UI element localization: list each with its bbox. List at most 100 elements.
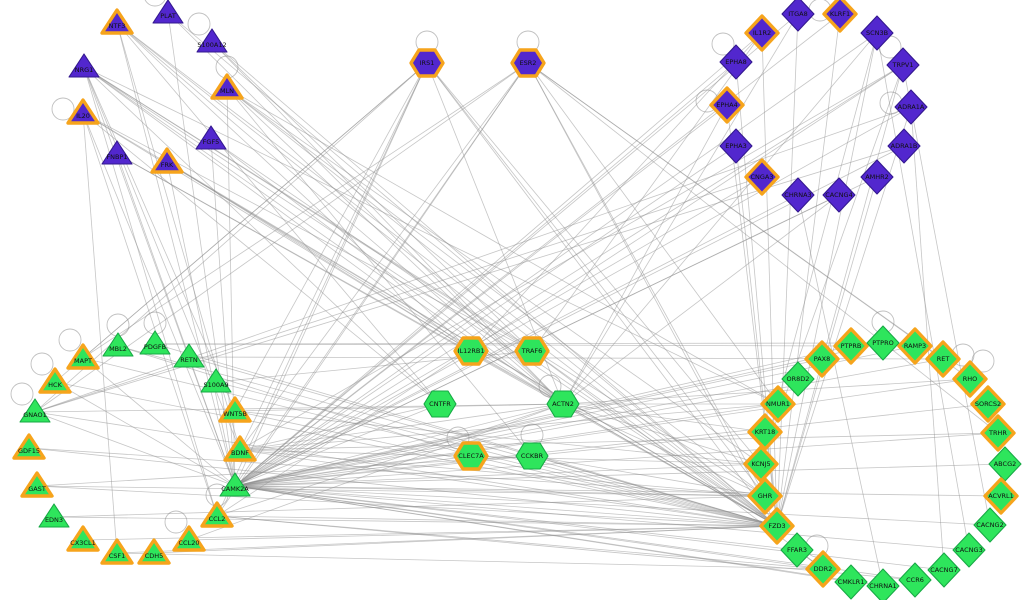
- edge: [226, 87, 762, 465]
- node-fnbp1[interactable]: FNBP1: [101, 140, 133, 165]
- triangle-node-shape: [20, 471, 54, 498]
- node-mln[interactable]: MLN: [210, 73, 244, 100]
- node-il12rb1[interactable]: IL12RB1: [453, 336, 489, 366]
- diamond-node-shape: [744, 14, 780, 52]
- edge: [776, 13, 841, 527]
- edge: [34, 411, 236, 487]
- diamond-node-shape: [781, 0, 815, 32]
- edge: [34, 411, 778, 527]
- node-klrf1[interactable]: KLRF1: [822, 0, 858, 33]
- node-cacng7[interactable]: CACNG7: [927, 552, 961, 588]
- node-ntf3[interactable]: NTF3: [100, 8, 134, 35]
- node-plat[interactable]: PLAT: [152, 0, 184, 24]
- node-abcg2[interactable]: ABCG2: [988, 446, 1022, 482]
- node-hck[interactable]: HCK: [38, 367, 72, 394]
- node-s100a9[interactable]: S100A9: [200, 368, 232, 393]
- edge: [166, 161, 236, 487]
- hexagon-node-shape: [514, 336, 550, 366]
- node-rho[interactable]: RHO: [952, 360, 988, 398]
- diamond-node-shape: [834, 564, 868, 600]
- edge: [234, 432, 999, 487]
- edge: [226, 87, 533, 457]
- edge: [216, 62, 428, 517]
- edge: [216, 403, 564, 517]
- edge: [54, 381, 778, 527]
- node-ccl20[interactable]: CCL20: [172, 525, 206, 552]
- node-adra1a[interactable]: ADRA1A: [894, 89, 928, 125]
- edge: [797, 194, 884, 587]
- node-esr2[interactable]: ESR2: [510, 48, 546, 78]
- node-mapt[interactable]: MAPT: [66, 343, 100, 370]
- node-cx3cl1[interactable]: CX3CL1: [66, 525, 100, 552]
- edge: [54, 381, 236, 487]
- node-cacng4[interactable]: CACNG4: [822, 177, 856, 213]
- triangle-node-shape: [218, 396, 252, 423]
- edge: [239, 449, 766, 497]
- node-trpv1[interactable]: TRPV1: [886, 47, 920, 83]
- edge: [116, 153, 564, 405]
- triangle-node-shape: [19, 398, 51, 423]
- node-adra1b[interactable]: ADRA1B: [887, 128, 921, 164]
- node-edn3[interactable]: EDN3: [38, 503, 70, 528]
- edge: [234, 485, 916, 581]
- hexagon-node-shape: [409, 48, 445, 78]
- edge: [239, 403, 441, 451]
- triangle-node-shape: [66, 98, 100, 125]
- triangle-node-shape: [38, 367, 72, 394]
- edge: [234, 403, 779, 487]
- node-epha3[interactable]: EPHA3: [719, 128, 753, 164]
- triangle-node-shape: [139, 330, 171, 355]
- edge: [234, 485, 884, 587]
- edge: [527, 62, 779, 405]
- edge: [426, 62, 778, 527]
- edge: [116, 22, 441, 405]
- edge: [28, 447, 778, 527]
- node-irs1[interactable]: IRS1: [409, 48, 445, 78]
- self-loop-edge: [144, 0, 166, 7]
- node-s100a12[interactable]: S100A12: [196, 28, 228, 53]
- node-ccl2[interactable]: CCL2: [200, 501, 234, 528]
- triangle-node-shape: [223, 435, 257, 462]
- diamond-node-shape: [860, 15, 894, 51]
- node-itga8[interactable]: ITGA8: [781, 0, 815, 32]
- self-loop-edge: [51, 97, 75, 121]
- node-fgf5[interactable]: FGF5: [195, 125, 227, 150]
- edge: [226, 87, 766, 497]
- edge: [527, 62, 766, 497]
- node-traf6[interactable]: TRAF6: [514, 336, 550, 366]
- node-gdf15[interactable]: GDF15: [12, 433, 46, 460]
- node-gast[interactable]: GAST: [20, 471, 54, 498]
- edge: [34, 176, 763, 413]
- node-ptprb[interactable]: PTPRB: [833, 327, 869, 365]
- node-nrg1[interactable]: NRG1: [68, 53, 100, 78]
- edge: [234, 410, 778, 527]
- edge: [876, 32, 970, 551]
- diamond-node-shape: [747, 477, 783, 515]
- node-chrna3[interactable]: CHRNA3: [781, 177, 815, 213]
- node-mbl2[interactable]: MBL2: [102, 332, 134, 357]
- edge: [234, 455, 472, 487]
- edge: [234, 485, 991, 526]
- node-csf1[interactable]: CSF1: [100, 538, 134, 565]
- edge: [83, 66, 236, 412]
- node-clec7a[interactable]: CLEC7A: [453, 441, 489, 471]
- node-pax8[interactable]: PAX8: [804, 340, 840, 378]
- edge: [234, 145, 737, 487]
- node-cdh5[interactable]: CDH5: [137, 538, 171, 565]
- triangle-node-shape: [152, 0, 184, 24]
- triangle-node-shape: [100, 538, 134, 565]
- node-scn3b[interactable]: SCN3B: [860, 15, 894, 51]
- triangle-node-shape: [66, 525, 100, 552]
- edge: [116, 153, 236, 487]
- diamond-node-shape: [894, 89, 928, 125]
- node-cckbr[interactable]: CCKBR: [515, 442, 549, 470]
- triangle-node-shape: [150, 147, 184, 174]
- edge: [234, 378, 971, 487]
- diamond-node-shape: [927, 552, 961, 588]
- edge: [562, 194, 840, 405]
- diamond-node-shape: [833, 327, 869, 365]
- node-cacng3[interactable]: CACNG3: [952, 532, 986, 568]
- hexagon-node-shape: [515, 442, 549, 470]
